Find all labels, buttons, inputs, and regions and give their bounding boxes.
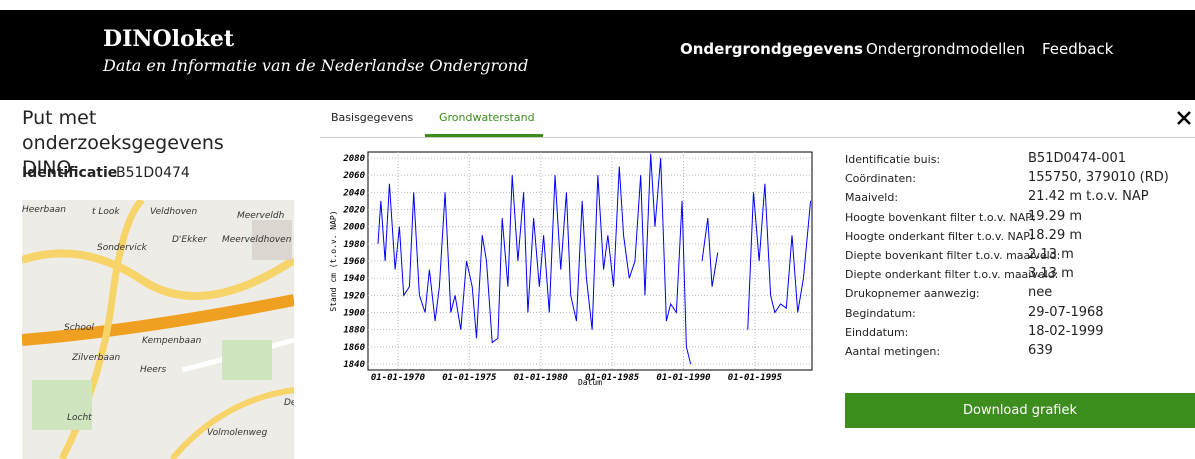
- detail-value: 155750, 379010 (RD): [1028, 170, 1169, 185]
- detail-value: 2.13 m: [1028, 247, 1074, 262]
- tab[interactable]: Basisgegevens: [331, 111, 413, 124]
- detail-label: Drukopnemer aanwezig:: [845, 287, 980, 300]
- y-tick-label: 2000: [342, 223, 365, 233]
- nav-link[interactable]: Ondergrondmodellen: [866, 40, 1025, 58]
- detail-label: Hoogte bovenkant filter t.o.v. NAP:: [845, 211, 1036, 224]
- y-tick-label: 2040: [342, 188, 365, 198]
- x-tick-label: 01-01-1980: [514, 373, 569, 383]
- nav-link[interactable]: Feedback: [1042, 40, 1113, 58]
- y-tick-label: 2020: [342, 206, 365, 216]
- detail-label: Maaiveld:: [845, 191, 898, 204]
- detail-value: B51D0474-001: [1028, 151, 1126, 166]
- map-label: Locht: [67, 413, 92, 423]
- detail-value: 21.42 m t.o.v. NAP: [1028, 189, 1149, 204]
- x-tick-label: 01-01-1995: [728, 373, 783, 383]
- map-label: De: [284, 398, 294, 408]
- x-tick-label: 01-01-1970: [371, 373, 426, 383]
- close-icon: [1178, 112, 1190, 124]
- page: DINOloket Data en Informatie van de Nede…: [0, 0, 1195, 459]
- park: [222, 340, 272, 380]
- map-label: Heerbaan: [22, 205, 66, 215]
- detail-value: 29-07-1968: [1028, 305, 1104, 320]
- y-tick-label: 1880: [343, 326, 365, 336]
- nav-link[interactable]: Ondergrondgegevens: [680, 40, 863, 58]
- y-tick-label: 1980: [343, 240, 365, 250]
- map[interactable]: Heerbaan t Look Veldhoven Meerveldh D'Ekker M…: [22, 200, 294, 459]
- map-label: t Look: [92, 207, 120, 217]
- map-label: Kempenbaan: [142, 336, 202, 346]
- detail-value: nee: [1028, 285, 1052, 300]
- download-button[interactable]: Download grafiek: [845, 393, 1195, 428]
- y-tick-label: 1840: [343, 360, 365, 370]
- map-label: Meerveldhoven: [222, 235, 292, 245]
- close-button[interactable]: [1176, 110, 1192, 126]
- detail-label: Coördinaten:: [845, 172, 916, 185]
- divider: [320, 137, 1195, 138]
- y-tick-label: 1960: [343, 257, 365, 267]
- map-label: Meerveldh: [237, 211, 285, 221]
- x-tick-label: 01-01-1985: [585, 373, 640, 383]
- y-tick-label: 1920: [343, 291, 365, 301]
- detail-label: Hoogte onderkant filter t.o.v. NAP:: [845, 230, 1034, 243]
- y-tick-label: 1900: [343, 308, 365, 318]
- y-tick-label: 2060: [342, 171, 365, 181]
- detail-value: 3.13 m: [1028, 266, 1074, 281]
- id-value: B51D0474: [116, 165, 190, 181]
- detail-label: Aantal metingen:: [845, 345, 940, 358]
- chart: Datum Stand cm (t.o.v. NAP) 184018601880…: [330, 145, 815, 400]
- map-label: School: [64, 323, 94, 333]
- x-tick-label: 01-01-1990: [656, 373, 711, 383]
- id-label: Identificatie: [22, 165, 117, 181]
- y-tick-label: 1940: [343, 274, 365, 284]
- detail-value: 19.29 m: [1028, 209, 1082, 224]
- detail-value: 18.29 m: [1028, 228, 1082, 243]
- map-label: Sondervick: [97, 243, 148, 253]
- detail-value: 639: [1028, 343, 1053, 358]
- detail-label: Einddatum:: [845, 326, 908, 339]
- map-label: D'Ekker: [172, 235, 208, 245]
- detail-label: Identificatie buis:: [845, 153, 940, 166]
- y-tick-label: 2080: [342, 154, 365, 164]
- detail-label: Diepte onderkant filter t.o.v. maaiveld:: [845, 268, 1058, 281]
- map-label: Volmolenweg: [207, 428, 268, 438]
- detail-label: Begindatum:: [845, 307, 916, 320]
- y-tick-label: 1860: [343, 343, 365, 353]
- map-label: Zilverbaan: [71, 353, 120, 363]
- tagline: Data en Informatie van de Nederlandse On…: [103, 56, 528, 75]
- map-label: Veldhoven: [150, 207, 197, 217]
- tab-active[interactable]: Grondwaterstand: [439, 111, 535, 124]
- x-tick-label: 01-01-1975: [442, 373, 497, 383]
- detail-value: 18-02-1999: [1028, 324, 1104, 339]
- logo[interactable]: DINOloket: [103, 26, 234, 52]
- map-label: Heers: [140, 365, 167, 375]
- y-axis-label: Stand cm (t.o.v. NAP): [330, 210, 338, 311]
